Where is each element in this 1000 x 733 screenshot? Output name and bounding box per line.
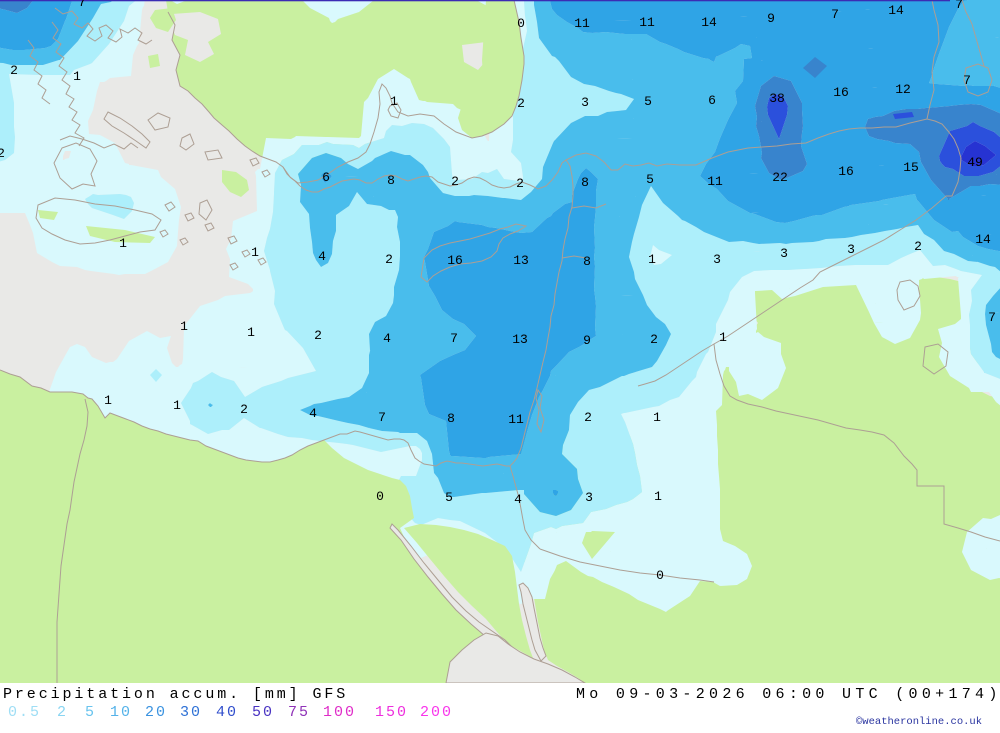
svg-text:1: 1 — [648, 252, 656, 267]
svg-text:1: 1 — [104, 393, 112, 408]
svg-text:3: 3 — [585, 490, 593, 505]
svg-text:16: 16 — [833, 85, 849, 100]
svg-text:4: 4 — [309, 406, 317, 421]
svg-text:14: 14 — [975, 232, 991, 247]
svg-text:2: 2 — [914, 239, 922, 254]
svg-text:1: 1 — [73, 69, 81, 84]
svg-text:7: 7 — [378, 410, 386, 425]
svg-text:2: 2 — [516, 176, 524, 191]
svg-text:49: 49 — [967, 155, 983, 170]
svg-text:11: 11 — [707, 174, 723, 189]
svg-text:16: 16 — [838, 164, 854, 179]
svg-text:2: 2 — [517, 96, 525, 111]
svg-text:1: 1 — [719, 330, 727, 345]
svg-text:7: 7 — [955, 0, 963, 12]
svg-text:2: 2 — [385, 252, 393, 267]
svg-text:6: 6 — [322, 170, 330, 185]
svg-text:9: 9 — [583, 333, 591, 348]
svg-text:0: 0 — [517, 16, 525, 31]
svg-text:2: 2 — [240, 402, 248, 417]
svg-text:8: 8 — [387, 173, 395, 188]
svg-text:0: 0 — [656, 568, 664, 583]
svg-text:7: 7 — [78, 0, 86, 10]
svg-text:6: 6 — [708, 93, 716, 108]
svg-text:1: 1 — [180, 319, 188, 334]
svg-text:38: 38 — [769, 91, 785, 106]
svg-text:7: 7 — [831, 7, 839, 22]
svg-text:3: 3 — [713, 252, 721, 267]
svg-text:2: 2 — [584, 410, 592, 425]
svg-text:1: 1 — [251, 245, 259, 260]
svg-text:8: 8 — [581, 175, 589, 190]
svg-text:15: 15 — [903, 160, 919, 175]
svg-text:2: 2 — [10, 63, 18, 78]
svg-text:1: 1 — [390, 94, 398, 109]
svg-text:2: 2 — [650, 332, 658, 347]
svg-text:11: 11 — [574, 16, 590, 31]
svg-text:5: 5 — [644, 94, 652, 109]
svg-text:14: 14 — [888, 3, 904, 18]
svg-text:3: 3 — [780, 246, 788, 261]
svg-text:11: 11 — [508, 412, 524, 427]
svg-text:13: 13 — [512, 332, 528, 347]
svg-text:4: 4 — [514, 492, 522, 507]
svg-text:7: 7 — [450, 331, 458, 346]
svg-text:4: 4 — [383, 331, 391, 346]
svg-text:11: 11 — [639, 15, 655, 30]
svg-text:7: 7 — [988, 310, 996, 325]
svg-text:7: 7 — [963, 73, 971, 88]
svg-text:3: 3 — [847, 242, 855, 257]
svg-text:8: 8 — [447, 411, 455, 426]
svg-text:3: 3 — [581, 95, 589, 110]
svg-text:1: 1 — [173, 398, 181, 413]
svg-text:14: 14 — [701, 15, 717, 30]
svg-text:5: 5 — [445, 490, 453, 505]
svg-text:2: 2 — [314, 328, 322, 343]
svg-text:1: 1 — [654, 489, 662, 504]
svg-text:16: 16 — [447, 253, 463, 268]
svg-text:0: 0 — [376, 489, 384, 504]
svg-text:13: 13 — [513, 253, 529, 268]
svg-text:1: 1 — [653, 410, 661, 425]
svg-text:22: 22 — [772, 170, 788, 185]
svg-text:2: 2 — [451, 174, 459, 189]
svg-text:1: 1 — [247, 325, 255, 340]
svg-text:5: 5 — [646, 172, 654, 187]
svg-text:2: 2 — [0, 146, 5, 161]
svg-text:8: 8 — [583, 254, 591, 269]
svg-text:9: 9 — [767, 11, 775, 26]
svg-text:4: 4 — [318, 249, 326, 264]
svg-text:12: 12 — [895, 82, 911, 97]
svg-text:1: 1 — [119, 236, 127, 251]
